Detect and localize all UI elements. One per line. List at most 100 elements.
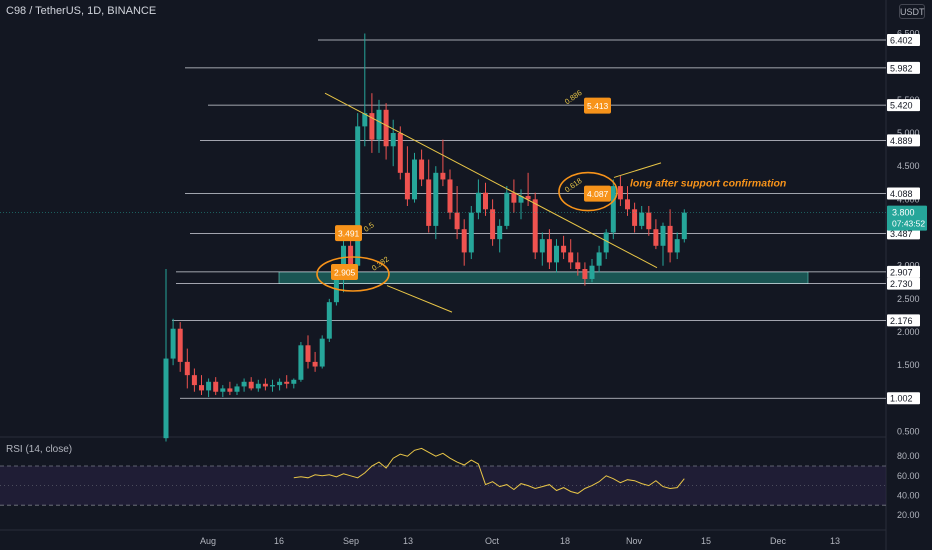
- price-tick-label: 6.500: [897, 28, 920, 38]
- level-badge: [887, 99, 920, 112]
- candle: [589, 259, 595, 283]
- candle-body: [362, 113, 368, 127]
- candle-body: [639, 212, 645, 226]
- level-label: 2.907: [890, 267, 913, 277]
- candle-body: [412, 159, 417, 200]
- price-tick-label: 2.500: [897, 294, 920, 304]
- note-arrow-line: [613, 162, 662, 178]
- candle-body: [539, 239, 545, 253]
- candle: [248, 377, 254, 391]
- candle-body: [490, 209, 496, 240]
- candle-body: [440, 172, 446, 180]
- candle-body: [447, 179, 453, 213]
- candle-body: [255, 383, 261, 389]
- candle: [518, 189, 524, 220]
- level-label: 5.982: [890, 63, 913, 73]
- descending-trendline: [324, 92, 658, 269]
- candle: [241, 378, 247, 392]
- candle-body: [582, 269, 588, 279]
- candle: [284, 375, 290, 389]
- candle-body: [397, 133, 403, 173]
- candle: [468, 205, 474, 260]
- candle: [603, 229, 609, 260]
- candle-body: [518, 196, 524, 203]
- candle-body: [270, 385, 275, 387]
- candle-body: [674, 239, 680, 253]
- candle: [184, 348, 190, 389]
- time-tick-label: 13: [403, 536, 413, 546]
- level-label: 2.176: [890, 316, 913, 326]
- fib-price-label: 2.905: [334, 267, 356, 277]
- candle: [426, 159, 432, 233]
- candle: [213, 377, 219, 396]
- rsi-tick-label: 60.00: [897, 471, 920, 481]
- candle: [227, 381, 233, 396]
- candle: [475, 179, 481, 220]
- rsi-tick-label: 80.00: [897, 451, 920, 461]
- level-label: 1.002: [890, 394, 913, 404]
- time-tick-label: 13: [830, 536, 840, 546]
- candle-body: [348, 245, 354, 266]
- candle: [191, 368, 197, 392]
- candle: [653, 219, 659, 250]
- candle-body: [206, 381, 212, 391]
- candle: [490, 199, 496, 246]
- candle-body: [191, 375, 197, 386]
- candle: [163, 269, 169, 442]
- level-label: 4.088: [890, 189, 913, 199]
- candle-body: [568, 252, 574, 263]
- candle: [397, 126, 403, 180]
- candle: [220, 385, 226, 398]
- candle: [326, 298, 332, 342]
- candle: [483, 182, 488, 216]
- rsi-tick-label: 20.00: [897, 510, 920, 520]
- candle-body: [404, 172, 410, 200]
- candle: [412, 152, 417, 203]
- candle-body: [248, 381, 254, 389]
- candle-body: [376, 109, 382, 140]
- annotation-circle: [558, 171, 618, 212]
- level-badge: [887, 34, 920, 46]
- candle-body: [319, 338, 325, 367]
- level-badge: [887, 314, 920, 327]
- level-badge: [887, 277, 920, 290]
- time-tick-label: Oct: [485, 536, 500, 546]
- level-label: 2.730: [890, 279, 913, 289]
- candle-body: [667, 225, 673, 253]
- candle: [639, 205, 645, 230]
- candle: [511, 179, 517, 213]
- candle-body: [603, 232, 609, 253]
- candle: [305, 335, 311, 369]
- candle-body: [504, 192, 510, 226]
- candle: [362, 33, 368, 147]
- candle-body: [575, 262, 581, 270]
- candle: [497, 219, 503, 253]
- candle: [561, 235, 567, 260]
- candle: [440, 139, 446, 187]
- candle: [454, 186, 460, 240]
- candle-body: [532, 199, 538, 253]
- candle-body: [277, 381, 283, 386]
- candle: [177, 322, 183, 372]
- candle-body: [262, 383, 268, 387]
- candle-body: [646, 212, 652, 230]
- candle: [667, 209, 673, 263]
- price-tick-label: 1.500: [897, 360, 920, 370]
- level-badge: [887, 61, 920, 74]
- candle: [376, 99, 382, 153]
- candle: [419, 149, 425, 187]
- currency-badge[interactable]: USDT: [899, 4, 925, 19]
- candle: [575, 252, 581, 276]
- candle: [319, 335, 325, 369]
- candle-body: [468, 212, 474, 253]
- candle-body: [199, 385, 204, 391]
- candle-body: [483, 192, 488, 210]
- candle-body: [461, 229, 467, 253]
- candle-body: [227, 388, 233, 392]
- rsi-title: RSI (14, close): [6, 444, 73, 455]
- candle-body: [312, 361, 318, 367]
- candle: [610, 179, 616, 240]
- candle: [255, 379, 261, 392]
- candle-body: [681, 212, 687, 240]
